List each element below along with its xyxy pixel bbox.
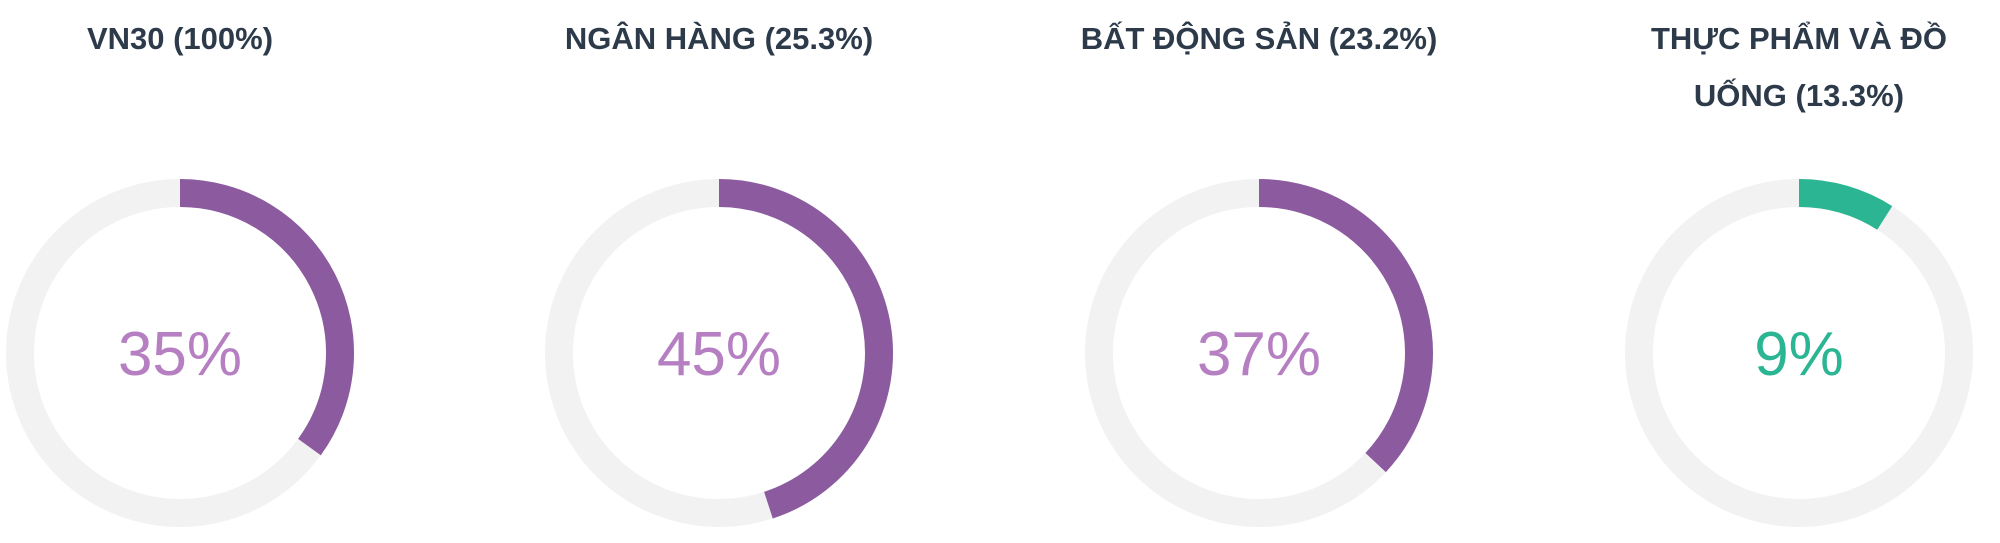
gauge: VN30 (100%) 35%	[0, 0, 400, 543]
gauge: THỰC PHẨM VÀ ĐỒ UỐNG (13.3%) 9%	[1579, 0, 2000, 543]
donut: 37%	[1085, 179, 1433, 527]
donut: 45%	[545, 179, 893, 527]
gauge-title: NGÂN HÀNG (25.3%)	[564, 21, 874, 56]
gauge-title: THỰC PHẨM VÀ ĐỒ UỐNG (13.3%)	[1650, 21, 1948, 113]
center-label: 37%	[1197, 320, 1321, 389]
donut-arc	[1258, 179, 1433, 473]
donut-arc	[718, 179, 893, 519]
gauge: NGÂN HÀNG (25.3%) 45%	[499, 0, 939, 543]
gauge-title: BẤT ĐỘNG SẢN (23.2%)	[1080, 21, 1438, 56]
gauge: BẤT ĐỘNG SẢN (23.2%) 37%	[1039, 0, 1479, 543]
gauge-title: VN30 (100%)	[86, 21, 274, 56]
donut-arc	[179, 179, 354, 456]
donut: 35%	[6, 179, 354, 527]
donut-arc	[1798, 179, 1893, 230]
center-label: 9%	[1754, 320, 1844, 389]
center-label: 45%	[657, 320, 781, 389]
donut: 9%	[1625, 179, 1973, 527]
center-label: 35%	[118, 320, 242, 389]
